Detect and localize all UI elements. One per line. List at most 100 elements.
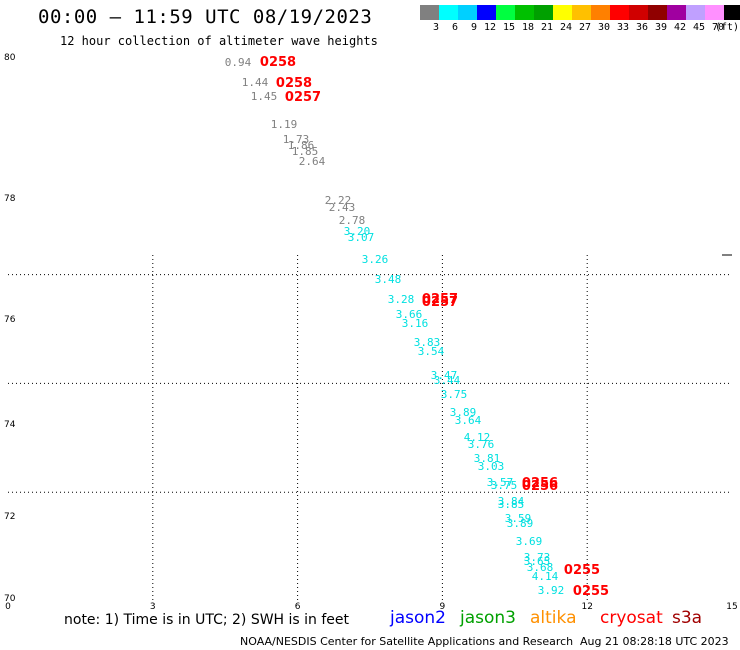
color-tick-label: 9 <box>470 22 477 33</box>
x-tick-label: 3 <box>150 602 156 612</box>
map-title: 00:00 – 11:59 UTC 08/19/2023 <box>38 6 373 28</box>
color-swatch <box>458 5 477 20</box>
legend-item-jason3: jason3 <box>460 608 516 628</box>
footer-note: note: 1) Time is in UTC; 2) SWH is in fe… <box>64 612 350 628</box>
wave-height-label: 1.86 <box>288 139 315 152</box>
wave-height-label: 1.73 <box>283 133 310 146</box>
wave-height-label: 1.85 <box>292 145 319 158</box>
wave-height-label: 1.45 <box>251 90 278 103</box>
wave-height-label: 2.64 <box>299 155 326 168</box>
color-swatch <box>572 5 591 20</box>
wave-height-label: 3.65 <box>524 555 551 568</box>
color-tick-label: 27 <box>578 22 591 33</box>
wave-height-label: 3.73 <box>524 551 551 564</box>
color-tick-label: 21 <box>540 22 553 33</box>
footer-timestamp: Aug 21 08:28:18 UTC 2023 <box>580 635 729 648</box>
x-tick-label: 0 <box>5 602 11 612</box>
wave-height-label: 3.83 <box>414 336 441 349</box>
color-swatch <box>610 5 629 20</box>
x-tick-label: 9 <box>440 602 446 612</box>
pass-time-label: 0256 <box>522 476 558 491</box>
color-tick-label: 24 <box>559 22 572 33</box>
color-swatch <box>667 5 686 20</box>
color-swatch <box>420 5 439 20</box>
wave-height-label: 2.78 <box>339 214 366 227</box>
map-subtitle: 12 hour collection of altimeter wave hei… <box>60 34 378 48</box>
wave-height-label: 3.75 <box>441 388 468 401</box>
wave-height-label: 3.26 <box>362 253 389 266</box>
color-swatch <box>705 5 724 20</box>
color-tick-label: 3 <box>432 22 439 33</box>
legend-item-s3a: s3a <box>672 608 703 628</box>
color-scale-bar <box>420 5 740 20</box>
pass-time-label: 0257 <box>422 292 458 307</box>
color-tick-label: 30 <box>597 22 610 33</box>
wave-height-label: 3.64 <box>455 414 482 427</box>
color-swatch <box>591 5 610 20</box>
wave-height-label: 3.66 <box>396 308 423 321</box>
color-scale-unit: (ft) <box>715 22 740 33</box>
wave-height-label: 3.16 <box>402 317 429 330</box>
wave-height-label: 3.92 <box>538 584 565 597</box>
wave-height-label: 3.48 <box>375 273 402 286</box>
wave-height-label: 3.20 <box>344 225 371 238</box>
wave-height-label: 4.14 <box>532 570 559 583</box>
color-swatch <box>534 5 553 20</box>
color-tick-label: 12 <box>483 22 496 33</box>
color-tick-label: 6 <box>451 22 458 33</box>
wave-height-label: 1.19 <box>271 118 298 131</box>
wave-height-label: 3.44 <box>434 374 461 387</box>
wave-height-label: 3.54 <box>418 345 445 358</box>
color-scale-ticks: 3 6 9 12 15 18 21 24 27 30 33 36 39 42 45 70 <box>420 22 724 33</box>
y-tick-label: 70 <box>4 594 16 604</box>
y-tick-label: 76 <box>4 315 16 325</box>
color-tick-label: 45 <box>692 22 705 33</box>
color-tick-label: 18 <box>521 22 534 33</box>
pass-time-label: 0255 <box>564 563 600 578</box>
x-tick-label: 12 <box>581 602 592 612</box>
color-tick-label: 36 <box>635 22 648 33</box>
pass-time-label: 0255 <box>573 584 609 599</box>
pass-time-label: 0257 <box>285 90 321 105</box>
wave-height-label: 3.69 <box>516 535 543 548</box>
wave-height-label: 3.89 <box>450 406 477 419</box>
wave-height-label: 3.07 <box>348 231 375 244</box>
wave-height-label: 3.68 <box>527 561 554 574</box>
y-tick-label: 80 <box>4 53 16 63</box>
wave-height-label: 2.22 <box>325 194 352 207</box>
color-swatch <box>439 5 458 20</box>
color-swatch <box>686 5 705 20</box>
pass-time-label: 0257 <box>422 295 458 310</box>
color-tick-label: 15 <box>502 22 515 33</box>
wave-height-label: 3.84 <box>498 495 525 508</box>
wave-height-label: 3.81 <box>474 452 501 465</box>
color-tick-label: 70 <box>711 22 724 33</box>
wave-height-label: 3.89 <box>507 517 534 530</box>
y-tick-label: 74 <box>4 420 16 430</box>
wave-height-label: 3.85 <box>498 498 525 511</box>
wave-height-label: 3.28 <box>388 293 415 306</box>
wave-height-label: 3.57 <box>487 476 514 489</box>
wave-height-label: 3.59 <box>505 512 532 525</box>
wave-height-label: 4.12 <box>464 431 491 444</box>
color-swatch <box>629 5 648 20</box>
color-swatch <box>496 5 515 20</box>
pass-time-label: 0258 <box>276 76 312 91</box>
pass-time-label: 0256 <box>522 479 558 494</box>
legend-item-cryosat: cryosat <box>600 608 663 628</box>
color-swatch <box>648 5 667 20</box>
legend-item-jason2: jason2 <box>390 608 446 628</box>
pass-time-label: 0258 <box>260 55 296 70</box>
wave-height-label: 3.75 <box>491 479 518 492</box>
wave-height-label: 2.43 <box>329 201 356 214</box>
wave-height-label: 0.94 <box>225 56 252 69</box>
color-tick-label: 39 <box>654 22 667 33</box>
color-tick-label: 33 <box>616 22 629 33</box>
wave-height-label: 3.03 <box>478 460 505 473</box>
y-tick-label: 72 <box>4 512 15 522</box>
wave-height-label: 1.44 <box>242 76 269 89</box>
footer-credit: NOAA/NESDIS Center for Satellite Applica… <box>240 635 574 648</box>
x-tick-label: 15 <box>726 602 737 612</box>
